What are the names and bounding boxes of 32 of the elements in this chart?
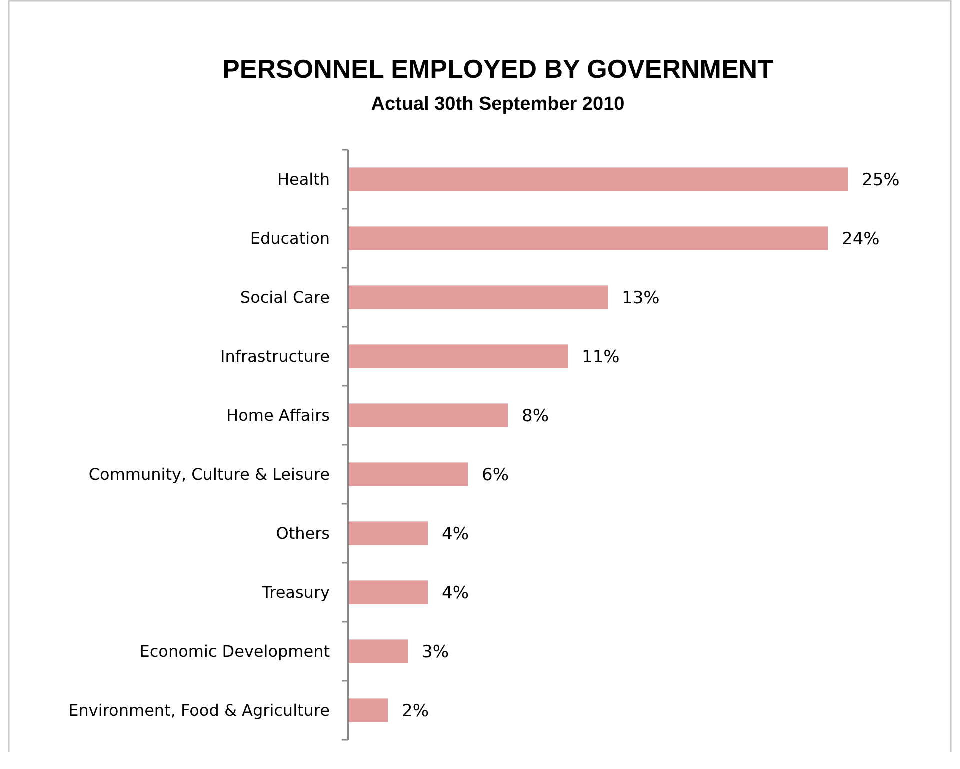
bar	[348, 168, 848, 192]
bar	[348, 286, 608, 310]
y-tick-label: Others	[276, 524, 330, 544]
y-tick-label: Health	[277, 170, 330, 190]
data-label: 6%	[482, 465, 509, 486]
bar	[348, 462, 468, 486]
data-label: 25%	[862, 170, 900, 190]
data-label: 4%	[442, 524, 469, 544]
bar	[348, 640, 408, 664]
y-tick-label: Economic Development	[140, 642, 330, 662]
data-label: 4%	[442, 583, 469, 604]
bar	[348, 226, 828, 250]
bar	[348, 580, 428, 604]
data-label: 24%	[842, 229, 880, 250]
y-tick-label: Environment, Food & Agriculture	[68, 701, 330, 720]
y-tick-label: Infrastructure	[220, 347, 330, 366]
bar	[348, 522, 428, 546]
data-label: 3%	[422, 642, 449, 662]
bar	[348, 698, 388, 722]
y-tick-label: Community, Culture & Leisure	[88, 465, 330, 484]
data-label: 2%	[402, 701, 429, 722]
y-tick-label: Education	[250, 229, 330, 248]
y-tick-label: Home Affairs	[226, 406, 330, 426]
data-label: 11%	[582, 347, 620, 368]
y-tick-label: Treasury	[261, 583, 330, 602]
chart-subtitle: Actual 30th September 2010	[371, 94, 625, 115]
bar	[348, 344, 568, 368]
data-label: 13%	[622, 288, 660, 308]
bar	[348, 404, 508, 428]
y-tick-label: Social Care	[240, 288, 330, 308]
data-label: 8%	[522, 406, 549, 426]
chart-title: PERSONNEL EMPLOYED BY GOVERNMENT	[222, 54, 774, 84]
